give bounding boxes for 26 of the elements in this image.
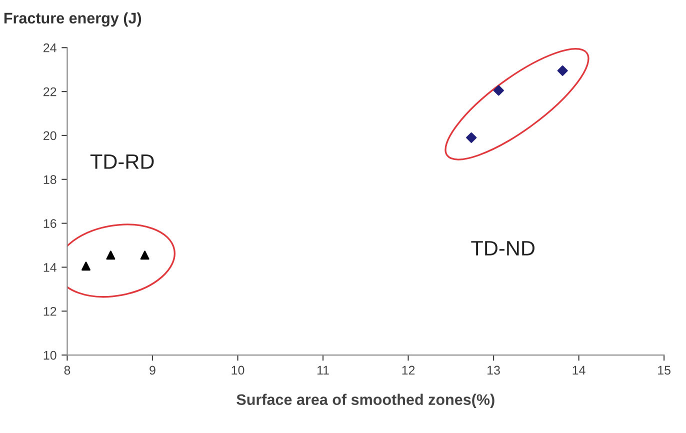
x-axis-title: Surface area of smoothed zones(%) [236,394,494,408]
point [466,132,477,143]
x-tick-label: 11 [317,366,329,375]
x-tick-label: 12 [402,366,415,375]
point [106,250,116,260]
y-tick-label: 18 [44,175,56,184]
y-tick-label: 24 [44,43,56,52]
point [81,262,90,271]
annotation: TD-RD [90,154,154,169]
x-tick-label: 10 [232,366,244,375]
y-tick-label: 16 [44,219,56,228]
y-tick-label: 12 [44,306,56,316]
x-tick-label: 14 [572,366,586,375]
x-tick-label: 15 [658,366,670,375]
point [493,85,504,96]
x-tick-label: 9 [150,366,156,375]
y-axis-title: Fracture energy (J) [4,12,142,27]
x-tick-label: 13 [488,366,500,375]
y-tick-label: 20 [44,131,56,140]
annotation: TD-ND [471,241,534,256]
x-tick-label: 8 [64,366,70,375]
y-tick-label: 10 [44,350,56,360]
point [557,65,568,76]
y-tick-label: 14 [44,263,56,272]
y-tick-label: 22 [44,87,56,96]
point [140,250,150,260]
